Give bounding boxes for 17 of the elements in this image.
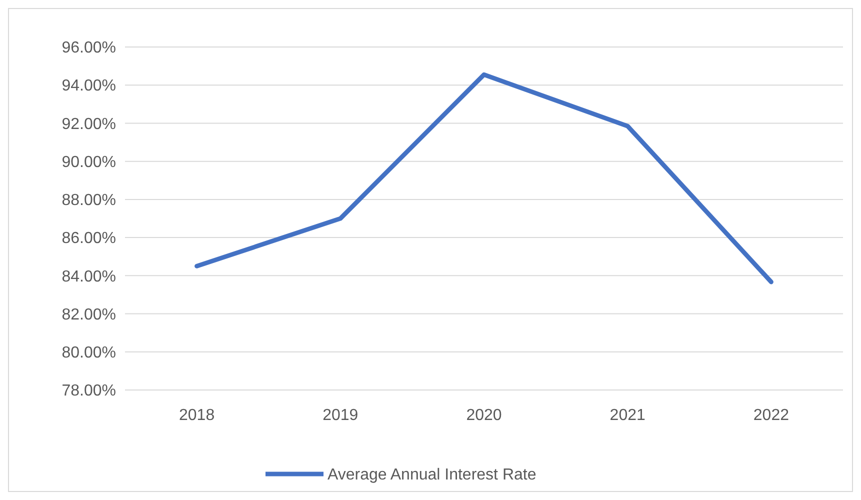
x-tick-label: 2021 [610, 407, 646, 424]
y-tick-label: 78.00% [62, 382, 116, 400]
y-tick-label: 92.00% [62, 116, 116, 133]
y-tick-label: 80.00% [62, 344, 116, 362]
y-tick-label: 86.00% [62, 230, 116, 248]
x-tick-label: 2020 [466, 407, 502, 424]
y-tick-label: 96.00% [62, 40, 116, 57]
line-series [194, 72, 774, 284]
x-tick-label: 2018 [179, 407, 215, 424]
legend-label: Average Annual Interest Rate [328, 466, 536, 484]
y-tick-label: 88.00% [62, 192, 116, 210]
x-tick-label: 2019 [322, 407, 358, 424]
y-tick-label: 84.00% [62, 268, 116, 286]
x-tick-label: 2022 [753, 407, 790, 424]
y-tick-label: 94.00% [62, 78, 116, 95]
y-tick-label: 90.00% [62, 154, 116, 171]
y-tick-label: 82.00% [62, 306, 116, 324]
